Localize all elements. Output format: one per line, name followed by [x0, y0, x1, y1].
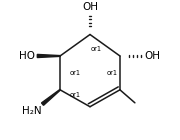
Text: OH: OH	[145, 51, 161, 61]
Polygon shape	[42, 89, 60, 105]
Polygon shape	[37, 54, 60, 58]
Text: or1: or1	[91, 46, 102, 52]
Text: or1: or1	[106, 70, 117, 76]
Text: HO: HO	[19, 51, 35, 61]
Text: or1: or1	[70, 70, 81, 76]
Text: OH: OH	[82, 2, 98, 12]
Text: H₂N: H₂N	[22, 106, 41, 116]
Text: or1: or1	[70, 92, 81, 98]
